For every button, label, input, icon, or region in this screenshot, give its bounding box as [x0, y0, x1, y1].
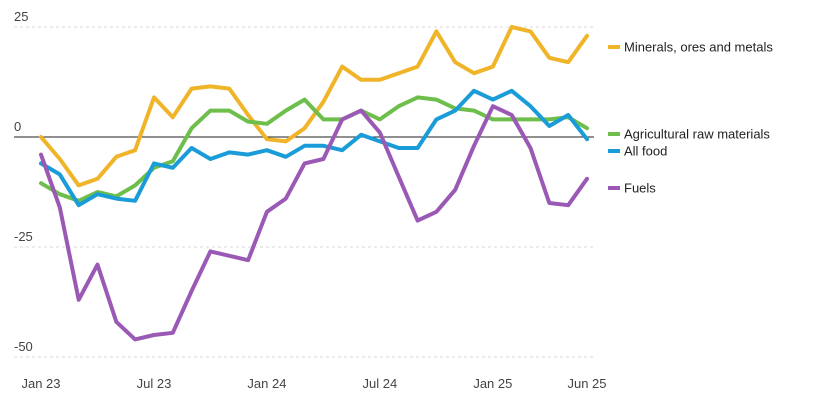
series-line-3 [39, 104, 589, 342]
y-tick-label: 0 [14, 119, 21, 134]
legend-label: All food [624, 144, 667, 159]
x-tick-label: Jan 23 [21, 376, 60, 391]
gridlines [14, 26, 594, 358]
x-tick-label: Jul 24 [363, 376, 398, 391]
series-line-1 [39, 95, 589, 203]
x-tick-label: Jun 25 [567, 376, 606, 391]
y-axis-ticks: 25 0 -25 -50 [14, 9, 33, 354]
legend: Minerals, ores and metals Agricultural ra… [608, 40, 773, 196]
y-tick-label: -50 [14, 339, 33, 354]
series-lines [39, 25, 589, 342]
x-axis-ticks: Jan 23 Jul 23 Jan 24 Jul 24 Jan 25 Jun 25 [21, 376, 606, 391]
y-tick-label: -25 [14, 229, 33, 244]
series-line-2 [39, 88, 589, 208]
x-tick-label: Jan 25 [473, 376, 512, 391]
series-line-0 [39, 25, 589, 188]
legend-label: Fuels [624, 181, 656, 196]
x-tick-label: Jul 23 [137, 376, 172, 391]
legend-label: Minerals, ores and metals [624, 40, 773, 55]
legend-label: Agricultural raw materials [624, 127, 770, 142]
x-tick-label: Jan 24 [247, 376, 286, 391]
y-tick-label: 25 [14, 9, 28, 24]
